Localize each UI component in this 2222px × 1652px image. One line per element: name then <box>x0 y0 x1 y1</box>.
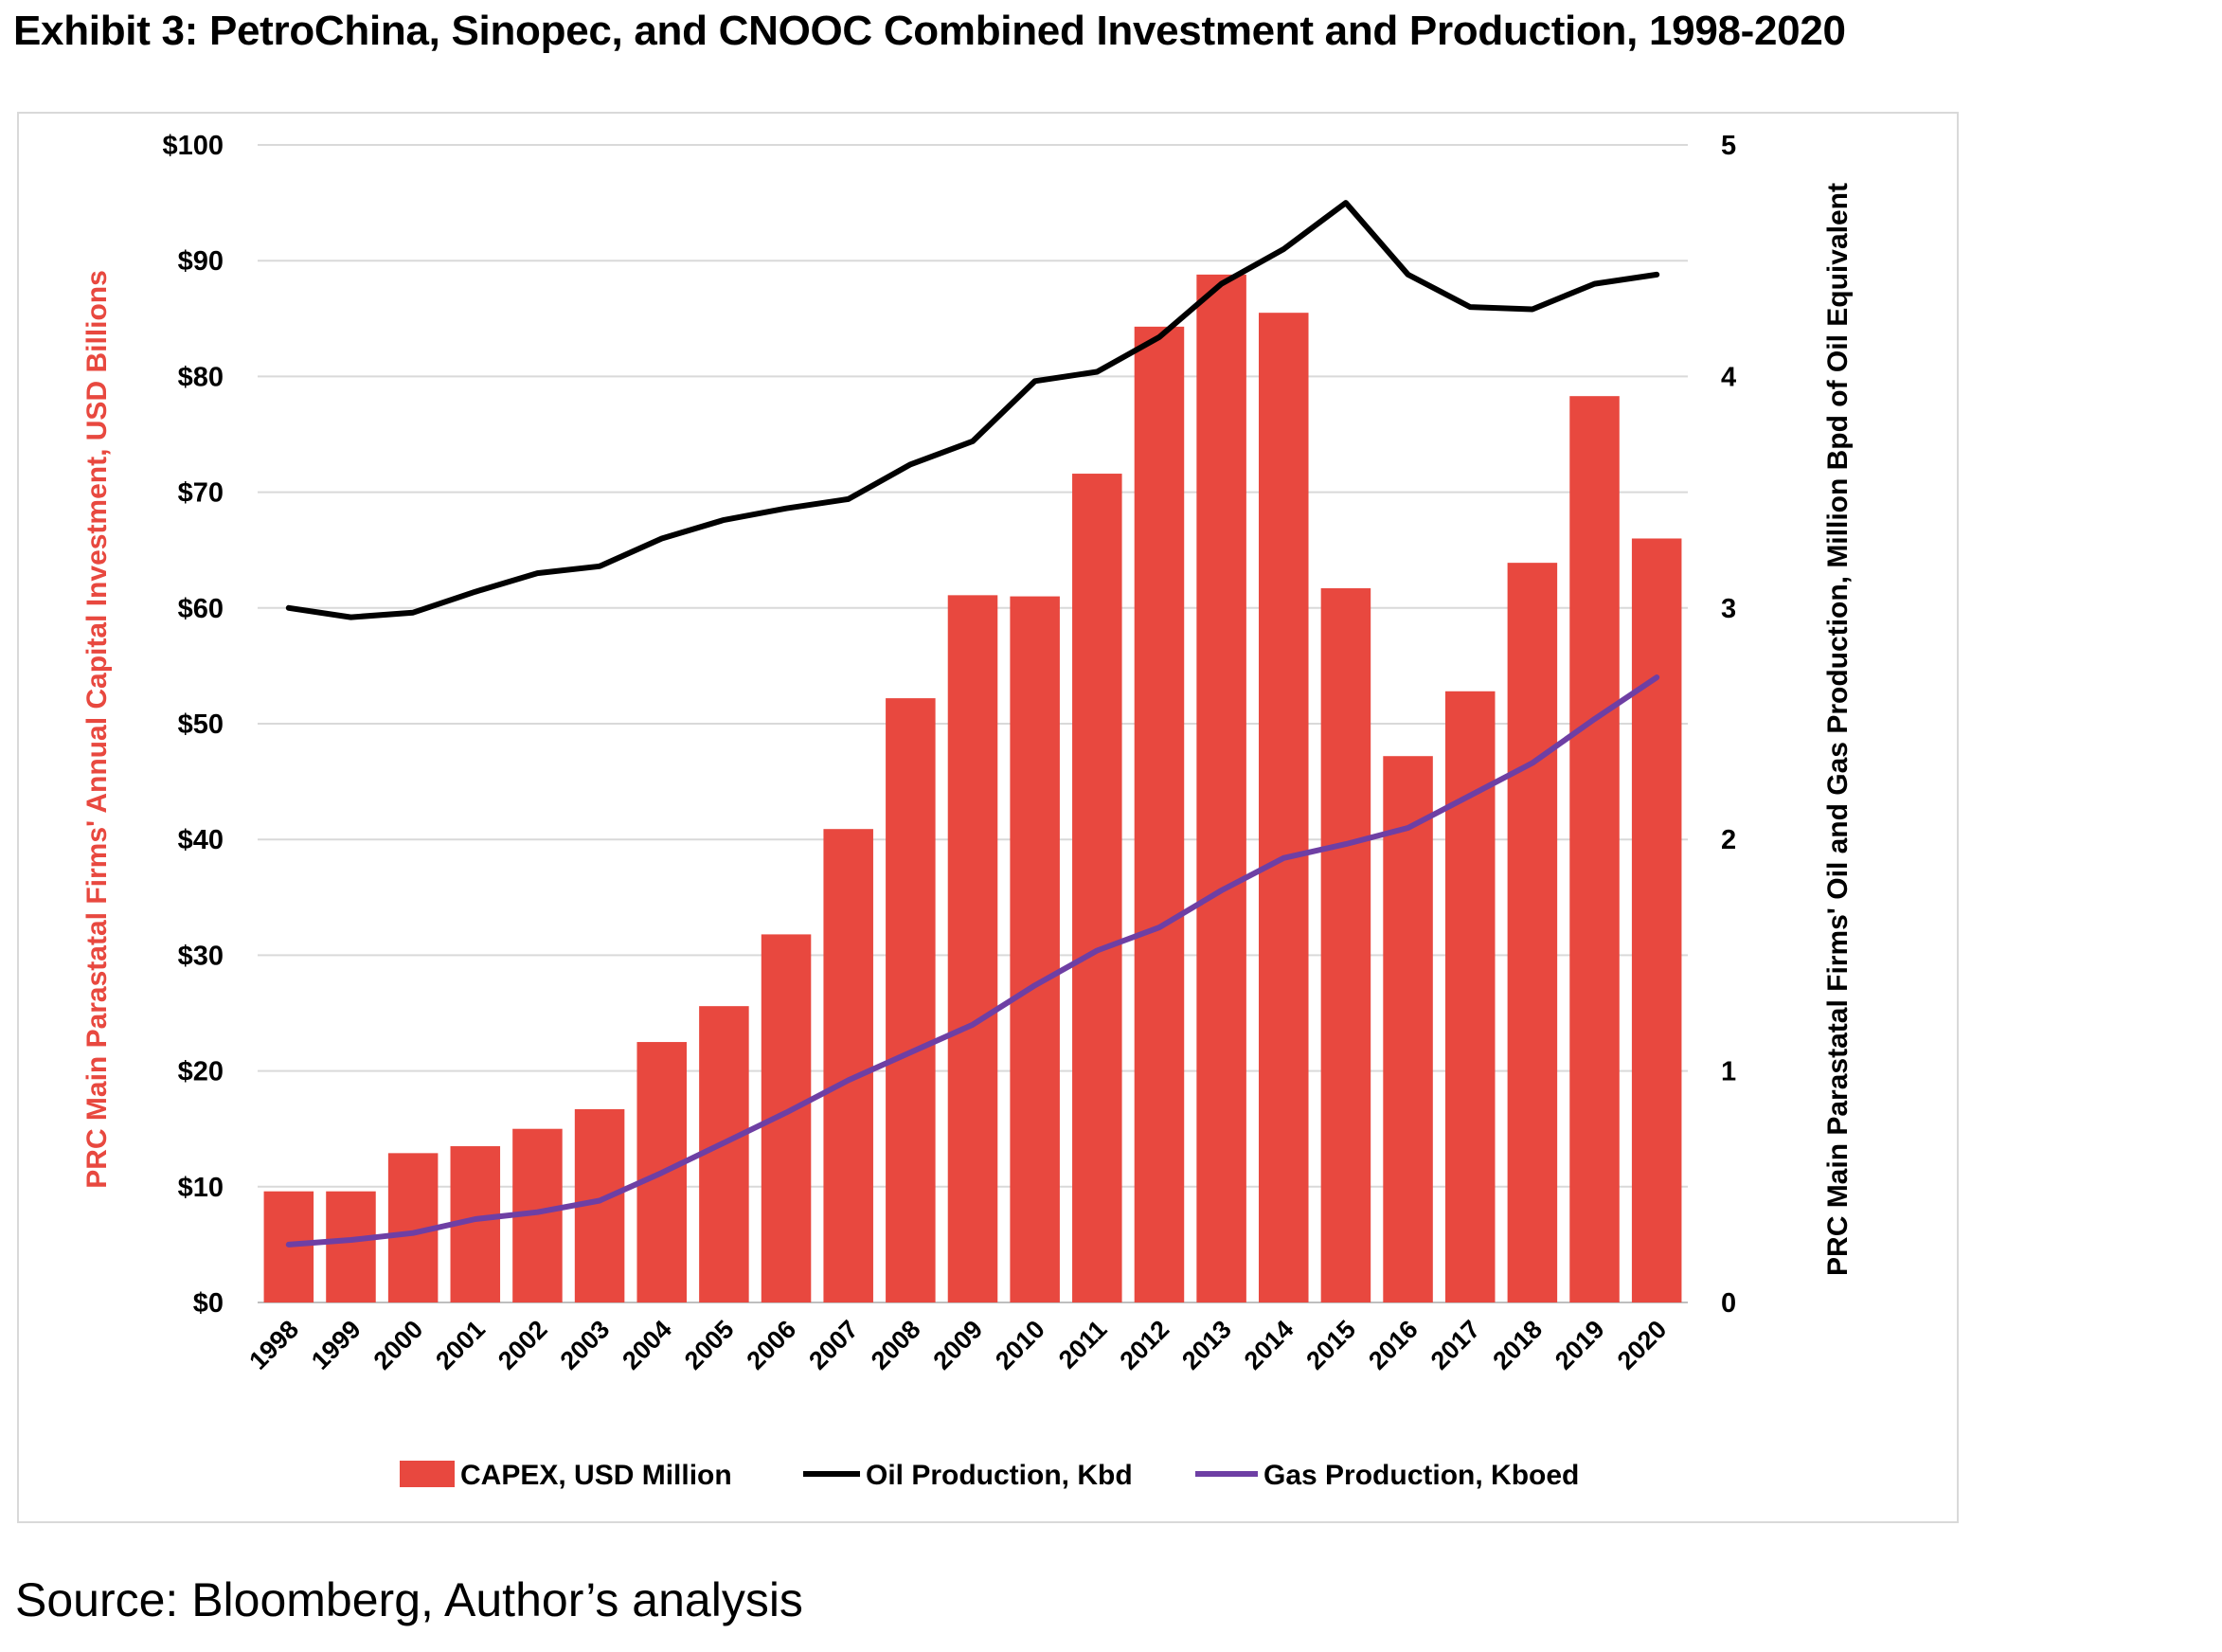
capex-bar <box>1507 563 1558 1302</box>
capex-bar <box>1569 396 1620 1302</box>
capex-bar <box>1320 588 1371 1302</box>
right-tick-label: 4 <box>1721 362 1736 392</box>
legend-label: Gas Production, Kboed <box>1263 1460 1579 1491</box>
capex-bar <box>1196 274 1246 1302</box>
x-tick-label: 1999 <box>306 1315 367 1375</box>
left-tick-label: $60 <box>178 594 224 624</box>
legend-swatch-capex <box>400 1461 455 1487</box>
left-tick-label: $0 <box>193 1288 224 1319</box>
legend-label: CAPEX, USD Million <box>460 1460 732 1491</box>
capex-bar <box>947 595 998 1302</box>
left-tick-label: $100 <box>162 131 224 161</box>
x-tick-label: 2012 <box>1115 1315 1175 1375</box>
capex-bar <box>1134 326 1185 1302</box>
x-tick-label: 2018 <box>1487 1315 1548 1375</box>
left-tick-label: $70 <box>178 478 224 509</box>
chart-title: Exhibit 3: PetroChina, Sinopec, and CNOO… <box>13 8 1846 54</box>
capex-bar <box>1259 313 1309 1303</box>
capex-bar <box>699 1006 749 1302</box>
x-tick-label: 2020 <box>1612 1315 1673 1375</box>
chart: $0 $10 $20 $30 $40 $50 $60 $70 $80 $90 $100 0 1 2 3 4 5… <box>81 131 1854 1491</box>
x-tick-label: 2017 <box>1425 1315 1486 1375</box>
right-tick-label: 5 <box>1721 131 1736 161</box>
right-tick-label: 1 <box>1721 1057 1736 1087</box>
x-tick-label: 2007 <box>803 1315 864 1375</box>
capex-bars <box>263 274 1682 1303</box>
x-tick-label: 2011 <box>1053 1315 1113 1374</box>
right-tick-label: 0 <box>1721 1288 1736 1319</box>
x-tick-label: 2014 <box>1239 1315 1299 1375</box>
production-lines <box>285 200 1660 1248</box>
left-y-axis: $0 $10 $20 $30 $40 $50 $60 $70 $80 $90 $100 <box>162 131 224 1319</box>
left-tick-label: $20 <box>178 1057 224 1087</box>
x-tick-label: 2016 <box>1363 1315 1424 1375</box>
x-tick-label: 2002 <box>493 1315 553 1375</box>
x-tick-label: 2005 <box>679 1315 740 1375</box>
right-tick-label: 3 <box>1721 594 1736 624</box>
chart-frame <box>17 112 1959 1523</box>
x-tick-label: 2015 <box>1300 1315 1361 1375</box>
x-tick-label: 2013 <box>1176 1315 1237 1375</box>
capex-bar <box>1383 756 1433 1302</box>
left-tick-label: $50 <box>178 709 224 740</box>
x-axis: 1998 1999 2000 2001 2002 2003 2004 2005 2006 2007… <box>243 1315 1672 1375</box>
gas-production-line <box>285 674 1660 1248</box>
x-tick-label: 2006 <box>742 1315 802 1375</box>
left-tick-label: $90 <box>178 246 224 277</box>
x-tick-label: 2009 <box>928 1315 989 1375</box>
right-y-axis: 0 1 2 3 4 5 <box>1721 131 1736 1319</box>
right-tick-label: 2 <box>1721 825 1736 855</box>
capex-bar <box>823 829 873 1302</box>
x-tick-label: 2001 <box>430 1315 491 1375</box>
left-tick-label: $30 <box>178 941 224 971</box>
capex-bar <box>1072 474 1122 1303</box>
legend: CAPEX, USD Million Oil Production, Kbd Gas… <box>400 1460 1579 1491</box>
left-tick-label: $80 <box>178 362 224 392</box>
legend-label: Oil Production, Kbd <box>866 1460 1133 1491</box>
source-note: Source: Bloomberg, Author’s analysis <box>15 1573 803 1626</box>
capex-bar <box>1444 691 1496 1302</box>
x-tick-label: 2019 <box>1550 1315 1610 1375</box>
x-tick-label: 1998 <box>243 1315 304 1375</box>
x-tick-label: 2010 <box>990 1315 1050 1375</box>
x-tick-label: 2003 <box>555 1315 616 1375</box>
left-axis-title: PRC Main Parastatal Firms' Annual Capita… <box>81 270 113 1189</box>
left-tick-label: $10 <box>178 1173 224 1203</box>
x-tick-label: 2004 <box>617 1315 677 1375</box>
oil-production-line <box>285 200 1660 620</box>
x-tick-label: 2008 <box>866 1315 926 1375</box>
capex-bar <box>326 1191 376 1302</box>
capex-bar <box>1010 596 1060 1302</box>
capex-bar <box>1631 538 1682 1302</box>
left-tick-label: $40 <box>178 825 224 855</box>
x-tick-label: 2000 <box>368 1315 429 1375</box>
right-axis-title: PRC Main Parastatal Firms' Oil and Gas P… <box>1822 183 1854 1276</box>
capex-bar <box>886 698 936 1302</box>
